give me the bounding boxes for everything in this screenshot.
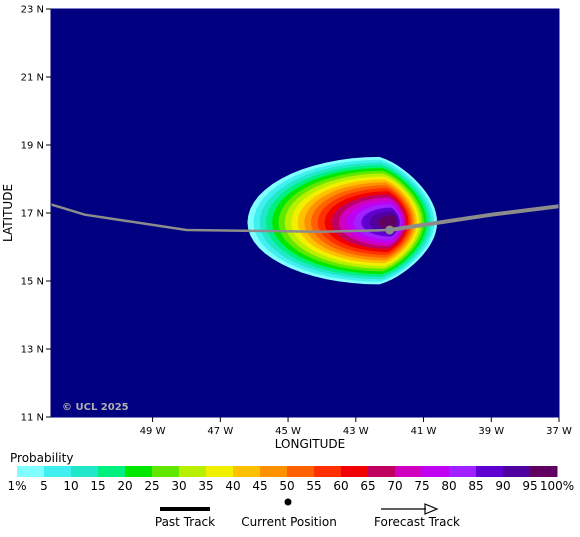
x-axis-title: LONGITUDE bbox=[275, 437, 345, 451]
current-position-marker bbox=[385, 225, 395, 235]
legend-label: 70 bbox=[387, 479, 402, 493]
probability-field bbox=[247, 156, 438, 285]
legend-label: 30 bbox=[171, 479, 186, 493]
legend-colorbar bbox=[17, 466, 558, 477]
storm-tracks bbox=[51, 203, 559, 235]
legend-label: 85 bbox=[468, 479, 483, 493]
forecast-track-line bbox=[389, 204, 559, 232]
lat-tick-label: 15 N bbox=[21, 277, 44, 288]
current-position-label: Current Position bbox=[241, 515, 337, 529]
legend-swatch bbox=[233, 466, 261, 477]
forecast-track-label: Forecast Track bbox=[374, 515, 460, 529]
legend-swatch bbox=[17, 466, 45, 477]
legend-label: 25 bbox=[144, 479, 159, 493]
forecast-track-symbol bbox=[381, 503, 439, 515]
legend-swatch bbox=[98, 466, 126, 477]
lon-tick-label: 37 W bbox=[546, 426, 572, 437]
lon-tick-label: 47 W bbox=[207, 426, 233, 437]
legend-label: 40 bbox=[225, 479, 240, 493]
lat-tick-label: 21 N bbox=[21, 73, 44, 84]
legend-swatch bbox=[152, 466, 180, 477]
legend-swatch bbox=[314, 466, 342, 477]
legend-label: 45 bbox=[252, 479, 267, 493]
legend-swatch bbox=[125, 466, 153, 477]
lat-tick-label: 19 N bbox=[21, 141, 44, 152]
probability-contour bbox=[378, 215, 397, 230]
lat-tick-label: 11 N bbox=[21, 413, 44, 424]
legend-labels: 1% 5 10 15 20 25 30 35 40 45 50 55 60 65 70 75 80 85 90 95 1… bbox=[7, 479, 574, 493]
lat-tick-label: 23 N bbox=[21, 5, 44, 16]
legend-swatch bbox=[476, 466, 504, 477]
legend-swatch bbox=[503, 466, 531, 477]
legend-swatch bbox=[449, 466, 477, 477]
latitude-ticks: 23 N 21 N 19 N 17 N 15 N 13 N 11 N bbox=[21, 5, 51, 424]
watermark: © UCL 2025 bbox=[62, 402, 129, 413]
legend-label: 55 bbox=[306, 479, 321, 493]
legend-swatch bbox=[179, 466, 207, 477]
lon-tick-label: 45 W bbox=[275, 426, 301, 437]
legend-label: 90 bbox=[495, 479, 510, 493]
legend-label: 10 bbox=[63, 479, 78, 493]
legend-label: 95 bbox=[522, 479, 537, 493]
legend-swatch bbox=[287, 466, 315, 477]
legend-label: 50 bbox=[279, 479, 294, 493]
past-track-line bbox=[51, 203, 390, 233]
legend-swatch bbox=[395, 466, 423, 477]
legend-label: 60 bbox=[333, 479, 348, 493]
lat-tick-label: 17 N bbox=[21, 209, 44, 220]
legend-swatch bbox=[422, 466, 450, 477]
probability-legend: Probability 1% 5 10 15 20 25 30 35 40 45 50 55 60 65 7… bbox=[7, 451, 574, 493]
lat-tick-label: 13 N bbox=[21, 345, 44, 356]
legend-label: 35 bbox=[198, 479, 213, 493]
legend-title: Probability bbox=[10, 451, 73, 465]
legend-swatch bbox=[530, 466, 558, 477]
legend-swatch bbox=[260, 466, 288, 477]
legend-swatch bbox=[341, 466, 369, 477]
legend-label: 100% bbox=[540, 479, 574, 493]
past-track-label: Past Track bbox=[155, 515, 215, 529]
legend-label: 20 bbox=[117, 479, 132, 493]
lon-tick-label: 43 W bbox=[343, 426, 369, 437]
legend-label: 15 bbox=[90, 479, 105, 493]
legend-swatch bbox=[44, 466, 72, 477]
lon-tick-label: 39 W bbox=[478, 426, 504, 437]
legend-swatch bbox=[206, 466, 234, 477]
legend-label: 65 bbox=[360, 479, 375, 493]
longitude-ticks: 49 W 47 W 45 W 43 W 41 W 39 W 37 W bbox=[140, 417, 572, 437]
y-axis-title: LATITUDE bbox=[1, 184, 15, 242]
track-symbol-legend: Past Track Current Position Forecast Tra… bbox=[155, 498, 460, 529]
legend-label: 80 bbox=[441, 479, 456, 493]
lon-tick-label: 41 W bbox=[411, 426, 437, 437]
lon-tick-label: 49 W bbox=[140, 426, 166, 437]
current-position-symbol bbox=[284, 498, 292, 506]
legend-label: 1% bbox=[7, 479, 26, 493]
legend-label: 5 bbox=[40, 479, 48, 493]
legend-swatch bbox=[71, 466, 99, 477]
legend-label: 75 bbox=[414, 479, 429, 493]
legend-swatch bbox=[368, 466, 396, 477]
